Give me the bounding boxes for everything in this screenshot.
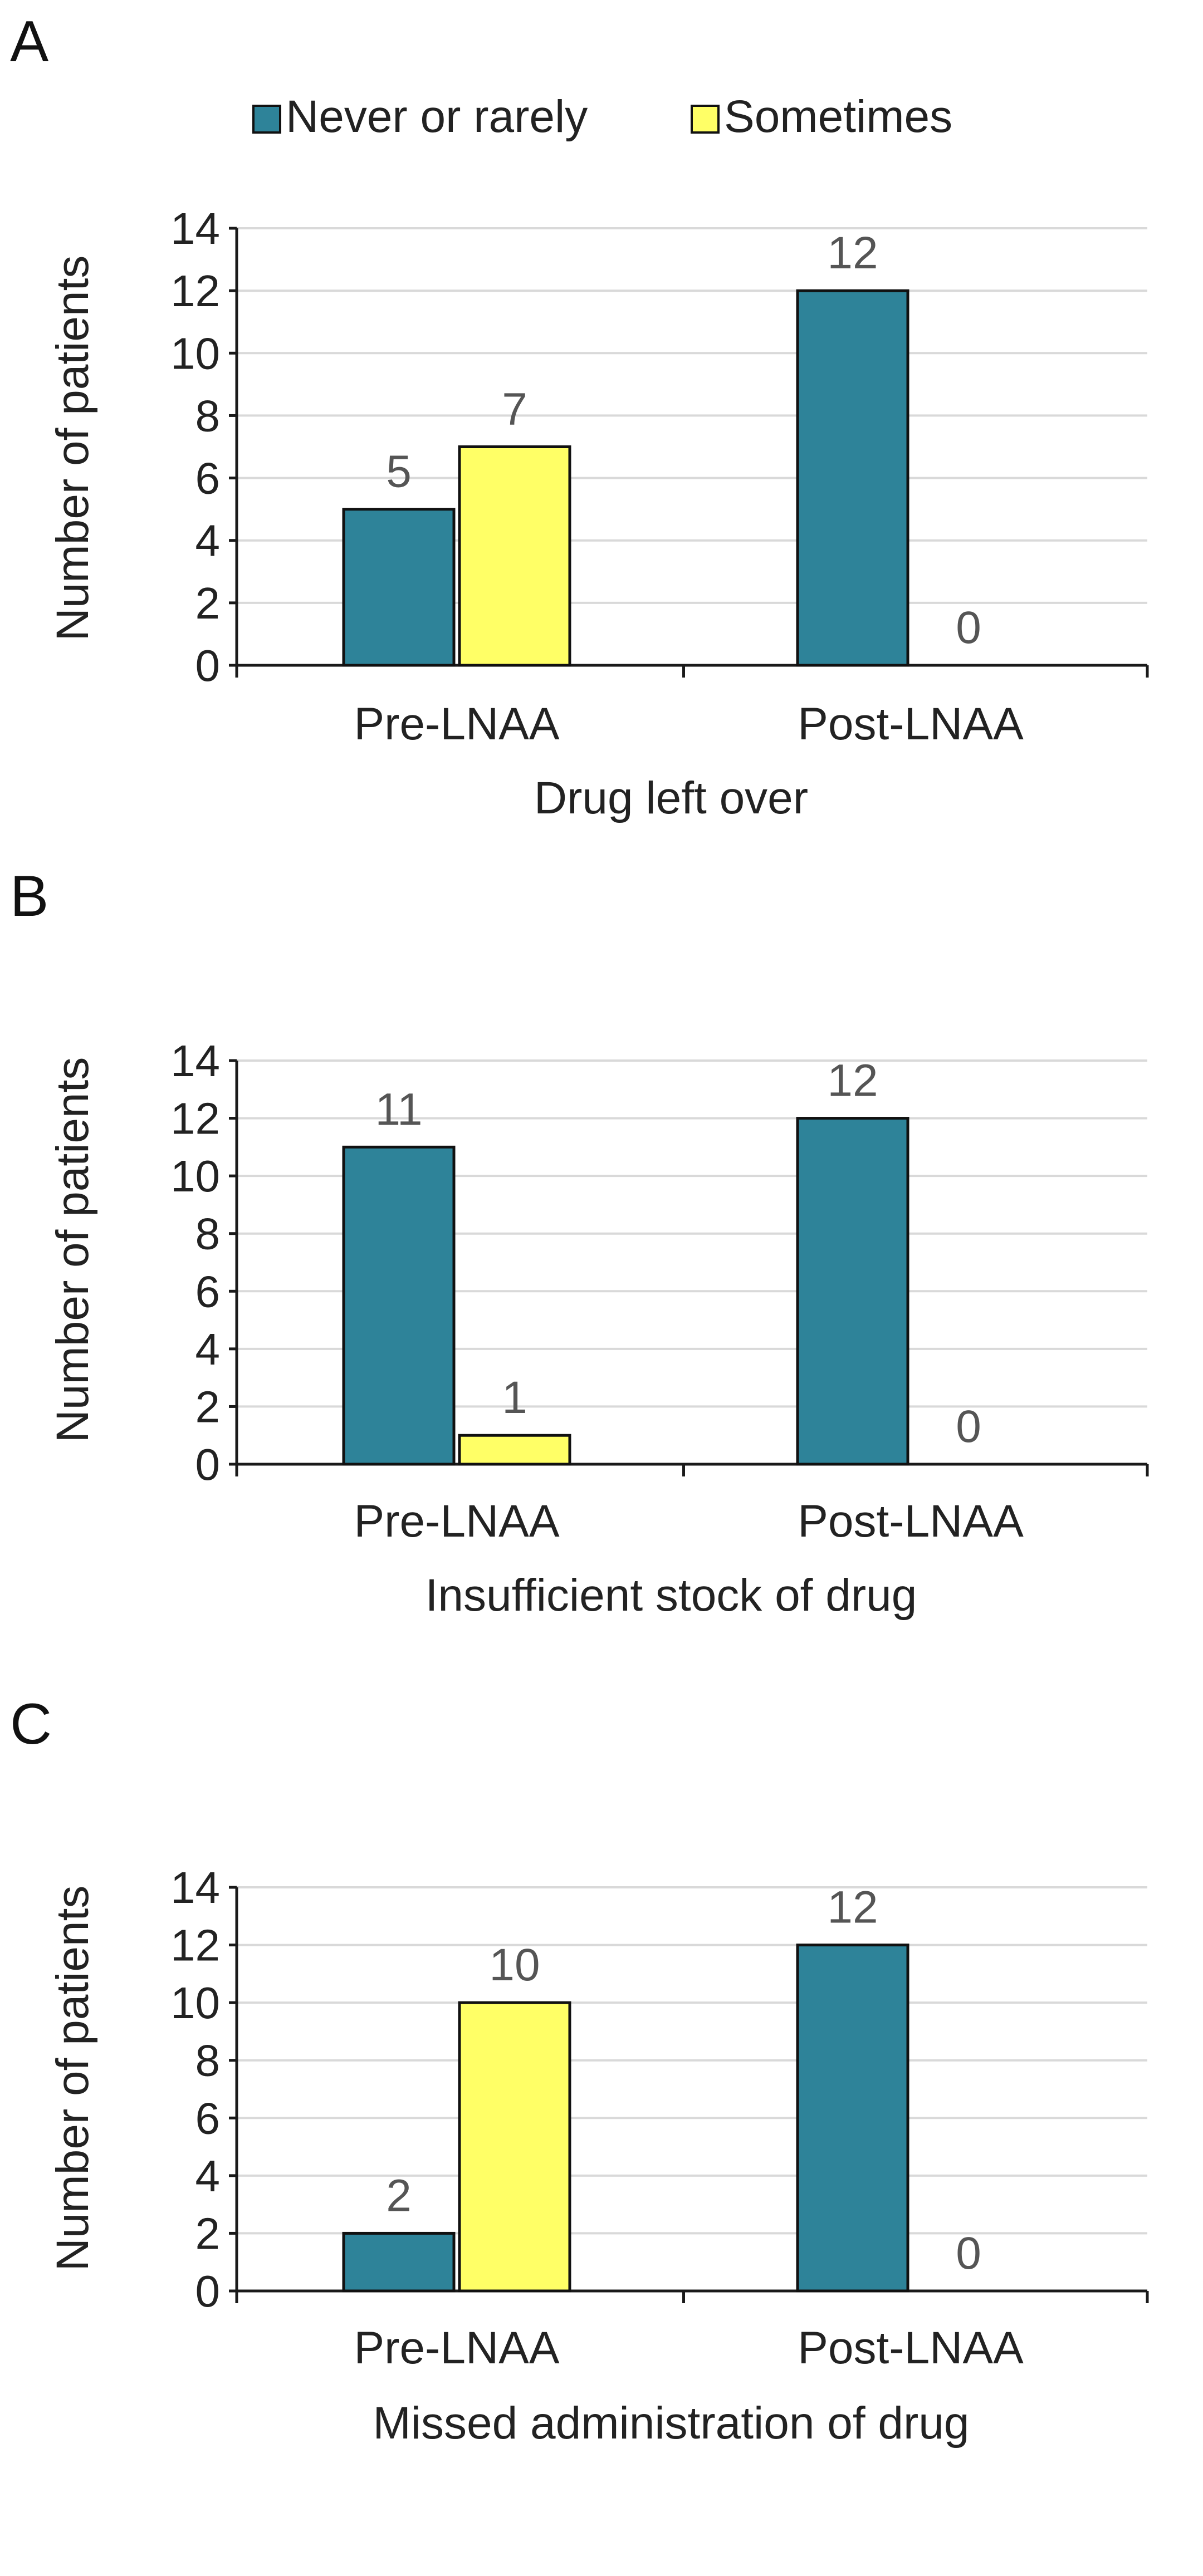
data-label: 0	[956, 602, 981, 653]
y-tick-label: 4	[195, 516, 221, 566]
bar-never-or-rarely	[342, 2231, 456, 2293]
panel-a: A Number of patients 0 2 4 6 8 10 12 14 5 7 Pre-LN…	[10, 9, 1149, 823]
x-tick-label: Pre-LNAA	[354, 2323, 559, 2373]
data-label: 11	[375, 1084, 422, 1135]
data-label: 0	[956, 2228, 981, 2279]
y-axis-label: Number of patients	[47, 1057, 98, 1443]
x-axis-label: Drug left over	[534, 773, 808, 823]
y-tick-label: 4	[195, 1324, 221, 1374]
data-label: 0	[956, 1401, 981, 1452]
x-tick-label: Pre-LNAA	[354, 699, 559, 749]
y-tick-label: 0	[195, 2266, 221, 2316]
y-tick-label: 14	[170, 1036, 220, 1086]
y-tick-label: 8	[195, 1209, 221, 1259]
data-label: 12	[827, 1882, 878, 1933]
legend-label-sometimes: Sometimes	[724, 91, 952, 142]
data-label: 10	[489, 1940, 540, 1990]
y-tick-label: 12	[170, 266, 220, 316]
x-tick-label: Post-LNAA	[798, 1496, 1024, 1547]
y-tick-label: 8	[195, 391, 221, 440]
y-tick-label: 4	[195, 2151, 221, 2201]
x-tick-label: Post-LNAA	[798, 2323, 1024, 2373]
x-axis-label: Missed administration of drug	[373, 2398, 969, 2449]
bar-sometimes	[458, 445, 571, 667]
legend: Never or rarely Sometimes	[252, 91, 952, 142]
data-label: 12	[827, 228, 878, 278]
x-tick-label: Post-LNAA	[798, 699, 1024, 749]
chart-c-plot: 0 2 4 6 8 10 12 14 2 10 Pre-LNAA 12 0 Post-LNAA	[170, 1863, 1149, 2373]
y-tick-label: 2	[195, 2209, 221, 2258]
y-tick-label: 12	[170, 1921, 220, 1970]
y-tick-label: 2	[195, 1382, 221, 1431]
data-label: 7	[502, 384, 527, 435]
chart-a-plot: 0 2 4 6 8 10 12 14 5 7 Pre-LNAA 12 0 Post-LNAA	[170, 204, 1149, 749]
legend-swatch-sometimes	[691, 105, 720, 134]
panel-letter-a: A	[10, 9, 49, 74]
y-tick-label: 12	[170, 1094, 220, 1144]
legend-label-never-or-rarely: Never or rarely	[286, 91, 588, 142]
y-tick-label: 6	[195, 1267, 221, 1316]
panel-letter-c: C	[10, 1692, 52, 1756]
data-label: 5	[386, 446, 412, 497]
panel-b: B Number of patients 02468101214111Pre-L…	[10, 864, 1149, 1621]
bar-sometimes	[458, 1434, 571, 1466]
y-tick-label: 10	[170, 1978, 220, 2028]
y-tick-label: 10	[170, 328, 220, 378]
y-tick-label: 14	[170, 1863, 220, 1912]
data-label: 12	[827, 1056, 878, 1106]
bar-sometimes	[458, 2001, 571, 2293]
y-tick-label: 6	[195, 454, 221, 503]
panel-c: C Number of patients 0 2 4 6 8 10 12 14 2 10 Pre-L…	[10, 1692, 1149, 2449]
data-label: 2	[386, 2170, 412, 2221]
bar-never-or-rarely	[342, 508, 456, 667]
y-tick-label: 2	[195, 578, 221, 628]
x-tick-label: Pre-LNAA	[354, 1496, 559, 1547]
bar-never-or-rarely	[342, 1145, 456, 1466]
bar-never-or-rarely	[796, 289, 909, 667]
y-axis-label: Number of patients	[47, 1886, 98, 2271]
legend-swatch-never-or-rarely	[252, 105, 281, 134]
y-tick-label: 10	[170, 1151, 220, 1201]
y-tick-label: 8	[195, 2036, 221, 2086]
y-tick-label: 0	[195, 1440, 221, 1489]
data-label: 1	[502, 1372, 527, 1423]
bar-never-or-rarely	[796, 1117, 909, 1466]
y-tick-label: 6	[195, 2093, 221, 2143]
y-axis-label: Number of patients	[47, 256, 98, 641]
bar-never-or-rarely	[796, 1944, 909, 2293]
x-axis-label: Insufficient stock of drug	[426, 1570, 917, 1621]
y-tick-label: 0	[195, 641, 221, 690]
panel-letter-b: B	[10, 864, 48, 929]
y-tick-label: 14	[170, 204, 220, 253]
